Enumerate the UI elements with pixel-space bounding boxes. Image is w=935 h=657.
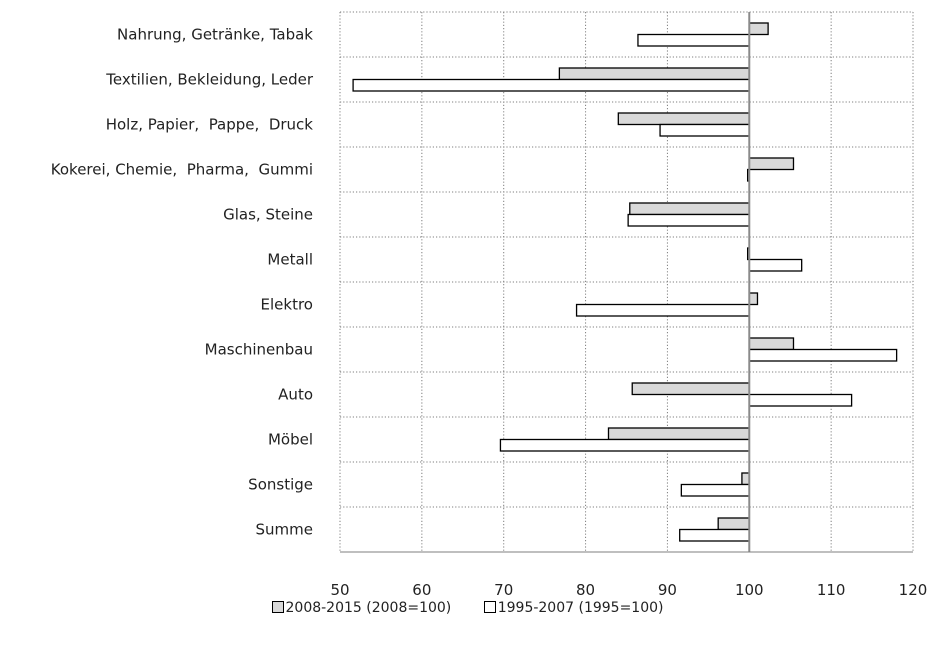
x-tick-label: 100 bbox=[735, 581, 764, 599]
category-label: Metall bbox=[267, 251, 313, 269]
category-label: Möbel bbox=[268, 431, 313, 449]
legend-label-series-2: 1995-2007 (1995=100) bbox=[497, 600, 664, 616]
category-label: Auto bbox=[278, 386, 313, 404]
bar-series-2 bbox=[352, 78, 750, 92]
bar-series-2 bbox=[499, 438, 750, 452]
legend-item-series-2: 1995-2007 (1995=100) bbox=[483, 600, 664, 616]
bar-series-2 bbox=[679, 528, 750, 542]
category-label: Summe bbox=[256, 521, 313, 539]
bar-series-2 bbox=[748, 258, 803, 272]
bar-series-1 bbox=[717, 517, 750, 531]
x-tick-label: 60 bbox=[412, 581, 431, 599]
bar-series-1 bbox=[748, 22, 769, 36]
x-tick-label: 70 bbox=[494, 581, 513, 599]
bar-series-2 bbox=[659, 123, 750, 137]
bar-series-1 bbox=[607, 427, 750, 441]
x-tick-label: 110 bbox=[817, 581, 846, 599]
category-label: Elektro bbox=[261, 296, 313, 314]
bar-series-1 bbox=[741, 472, 750, 486]
category-label: Holz, Papier, Pappe, Druck bbox=[106, 116, 314, 134]
legend: 2008-2015 (2008=100) 1995-2007 (1995=100… bbox=[0, 600, 935, 616]
x-tick-label: 120 bbox=[899, 581, 928, 599]
x-tick-label: 80 bbox=[576, 581, 595, 599]
bar-series-2 bbox=[637, 33, 750, 47]
x-tick-label: 90 bbox=[658, 581, 677, 599]
legend-swatch-series-2 bbox=[483, 601, 496, 613]
bar-series-1 bbox=[748, 292, 759, 306]
category-label: Kokerei, Chemie, Pharma, Gummi bbox=[51, 161, 313, 179]
bar-series-1 bbox=[748, 337, 795, 351]
bar-series-1 bbox=[558, 67, 750, 81]
category-label: Maschinenbau bbox=[205, 341, 313, 359]
legend-label-series-1: 2008-2015 (2008=100) bbox=[285, 600, 452, 616]
category-label: Sonstige bbox=[248, 476, 313, 494]
legend-item-series-1: 2008-2015 (2008=100) bbox=[271, 600, 452, 616]
category-label: Glas, Steine bbox=[223, 206, 313, 224]
legend-swatch-series-1 bbox=[271, 601, 284, 613]
bar-series-2 bbox=[748, 348, 898, 362]
bar-series-1 bbox=[629, 202, 750, 216]
bar-series-2 bbox=[627, 213, 750, 227]
bar-series-1 bbox=[748, 157, 795, 171]
bar-series-2 bbox=[748, 393, 853, 407]
category-label: Nahrung, Getränke, Tabak bbox=[117, 26, 313, 44]
x-tick-label: 50 bbox=[330, 581, 349, 599]
bar-series-1 bbox=[631, 382, 750, 396]
bar-series-1 bbox=[617, 112, 750, 126]
bar-series-2 bbox=[575, 303, 750, 317]
bar-series-2 bbox=[680, 483, 750, 497]
category-label: Textilien, Bekleidung, Leder bbox=[105, 71, 314, 89]
